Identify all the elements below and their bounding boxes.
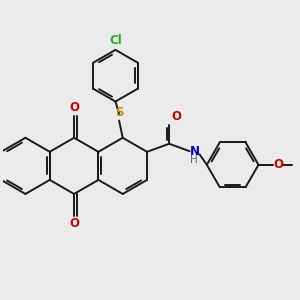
Text: O: O <box>69 101 79 114</box>
Text: S: S <box>115 106 123 119</box>
Text: H: H <box>190 155 198 165</box>
Text: O: O <box>273 158 284 171</box>
Text: O: O <box>69 218 79 230</box>
Text: O: O <box>171 110 181 123</box>
Text: N: N <box>190 145 200 158</box>
Text: Cl: Cl <box>109 34 122 47</box>
